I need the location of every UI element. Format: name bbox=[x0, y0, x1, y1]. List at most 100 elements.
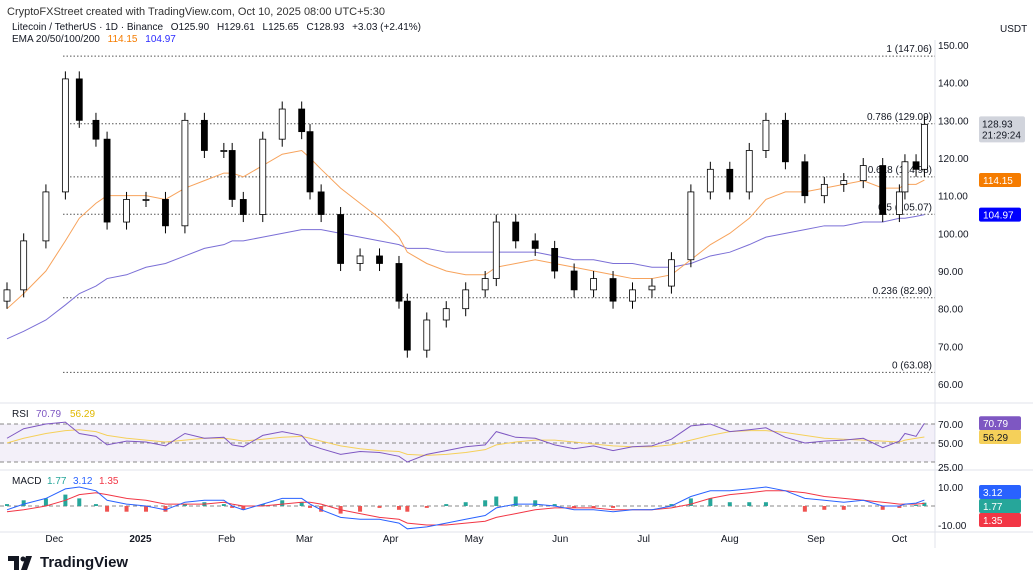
macd-histogram-bar bbox=[230, 506, 235, 508]
ema200-line bbox=[6, 214, 925, 340]
price-tick: 140.00 bbox=[938, 79, 969, 90]
candle bbox=[298, 108, 306, 133]
rsi-ma-line bbox=[6, 429, 925, 456]
candle bbox=[123, 199, 130, 223]
ema-label[interactable]: EMA 20/50/100/200 bbox=[12, 34, 100, 45]
macd-histogram-bar bbox=[914, 505, 919, 506]
candle bbox=[801, 161, 809, 197]
macd-histogram-bar bbox=[105, 506, 110, 512]
macd-histogram-bar bbox=[463, 502, 468, 506]
rsi-tick: 25.00 bbox=[938, 463, 963, 474]
macd-histogram-bar bbox=[405, 506, 410, 512]
macd-histogram-bar bbox=[124, 506, 129, 512]
price-tick: 150.00 bbox=[938, 41, 969, 52]
macd-histogram-bar bbox=[727, 502, 732, 506]
macd-histogram-bar bbox=[260, 504, 265, 506]
candle bbox=[512, 221, 520, 242]
symbol-title[interactable]: Litecoin / TetherUS · 1D · Binance bbox=[12, 22, 164, 33]
candle bbox=[912, 161, 920, 170]
rsi-value: 70.79 bbox=[36, 409, 61, 420]
candle bbox=[762, 119, 770, 151]
candle bbox=[820, 183, 828, 197]
price-tick: 120.00 bbox=[938, 154, 969, 165]
macd-signal-value: 1.35 bbox=[99, 476, 119, 487]
candle bbox=[3, 289, 11, 302]
time-tick: Jul bbox=[637, 534, 650, 545]
macd-histogram-bar bbox=[377, 506, 382, 508]
candle bbox=[895, 191, 903, 215]
candle bbox=[395, 263, 403, 302]
ema50-value: 114.15 bbox=[107, 34, 138, 45]
tradingview-logo-icon bbox=[8, 555, 32, 570]
macd-histogram-bar bbox=[763, 502, 768, 506]
candle bbox=[306, 131, 314, 193]
candle bbox=[228, 150, 236, 200]
tradingview-logo[interactable]: TradingView bbox=[8, 554, 128, 571]
last-price-badge-bg bbox=[979, 116, 1025, 143]
candle bbox=[840, 180, 848, 185]
chart-credit: CryptoFXStreet created with TradingView.… bbox=[7, 6, 385, 18]
candle bbox=[745, 150, 753, 193]
candle bbox=[61, 78, 69, 193]
fib-label: 0 (63.08) bbox=[892, 360, 932, 371]
candle bbox=[20, 240, 28, 291]
price-tick: 80.00 bbox=[938, 305, 963, 316]
candle bbox=[442, 308, 450, 321]
candle bbox=[648, 285, 656, 291]
candle bbox=[103, 138, 111, 223]
fib-label: 0.236 (82.90) bbox=[873, 286, 933, 297]
candle bbox=[859, 165, 867, 182]
macd-badge: 3.12 bbox=[983, 488, 1003, 499]
candle bbox=[423, 319, 431, 351]
macd-hist-badge-bg bbox=[979, 499, 1021, 513]
price-tick: 100.00 bbox=[938, 229, 969, 240]
price-tick: 90.00 bbox=[938, 267, 963, 278]
rsi-ma-badge-bg bbox=[979, 430, 1021, 445]
candle bbox=[75, 78, 83, 121]
macd-histogram-bar bbox=[572, 506, 577, 508]
macd-histogram-bar bbox=[533, 500, 538, 506]
macd-signal-badge-bg bbox=[979, 513, 1021, 527]
time-tick: 2025 bbox=[129, 534, 152, 545]
ohlc-open: O125.90 bbox=[170, 22, 210, 33]
rsi-ma-badge: 56.29 bbox=[983, 433, 1008, 444]
candle bbox=[531, 240, 539, 249]
ema200-badge-bg bbox=[979, 207, 1021, 222]
candle bbox=[200, 119, 208, 151]
macd-histogram-bar bbox=[5, 504, 9, 506]
rsi-ma-value: 56.29 bbox=[70, 409, 95, 420]
price-change: +3.03 (+2.41%) bbox=[352, 22, 422, 33]
macd-histogram-bar bbox=[280, 500, 285, 506]
macd-histogram-bar bbox=[897, 506, 902, 508]
rsi-label: RSI bbox=[12, 409, 29, 420]
candle bbox=[590, 278, 597, 291]
candle bbox=[629, 289, 636, 302]
macd-histogram-bar bbox=[591, 506, 596, 508]
macd-histogram-bar bbox=[708, 498, 713, 506]
macd-tick: 10.00 bbox=[938, 483, 963, 494]
macd-histogram-bar bbox=[688, 498, 693, 506]
macd-hist-value: 1.77 bbox=[47, 476, 67, 487]
candle bbox=[181, 119, 189, 227]
macd-histogram-bar bbox=[43, 498, 48, 506]
price-tick: 130.00 bbox=[938, 116, 969, 127]
candle bbox=[609, 278, 617, 302]
ema50-badge: 114.15 bbox=[983, 176, 1013, 187]
macd-histogram-bar bbox=[513, 496, 518, 506]
macd-hist-badge: 1.77 bbox=[983, 502, 1003, 513]
rsi-badge-bg bbox=[979, 416, 1021, 431]
fib-label: 0.5 (105.07) bbox=[878, 202, 932, 213]
candle bbox=[92, 119, 100, 140]
macd-signal-line bbox=[6, 490, 925, 526]
macd-histogram-bar bbox=[822, 506, 827, 510]
countdown-badge: 21:29:24 bbox=[982, 130, 1021, 141]
candle bbox=[278, 108, 286, 140]
chart-legend: Litecoin / TetherUS · 1D · Binance O125.… bbox=[12, 22, 421, 46]
ohlc-close: C128.93 bbox=[306, 22, 345, 33]
macd-histogram-bar bbox=[841, 506, 846, 510]
time-tick: May bbox=[465, 534, 484, 545]
macd-histogram-bar bbox=[444, 504, 449, 506]
fib-label: 0.618 (114.98) bbox=[868, 165, 932, 176]
candle bbox=[42, 191, 50, 242]
